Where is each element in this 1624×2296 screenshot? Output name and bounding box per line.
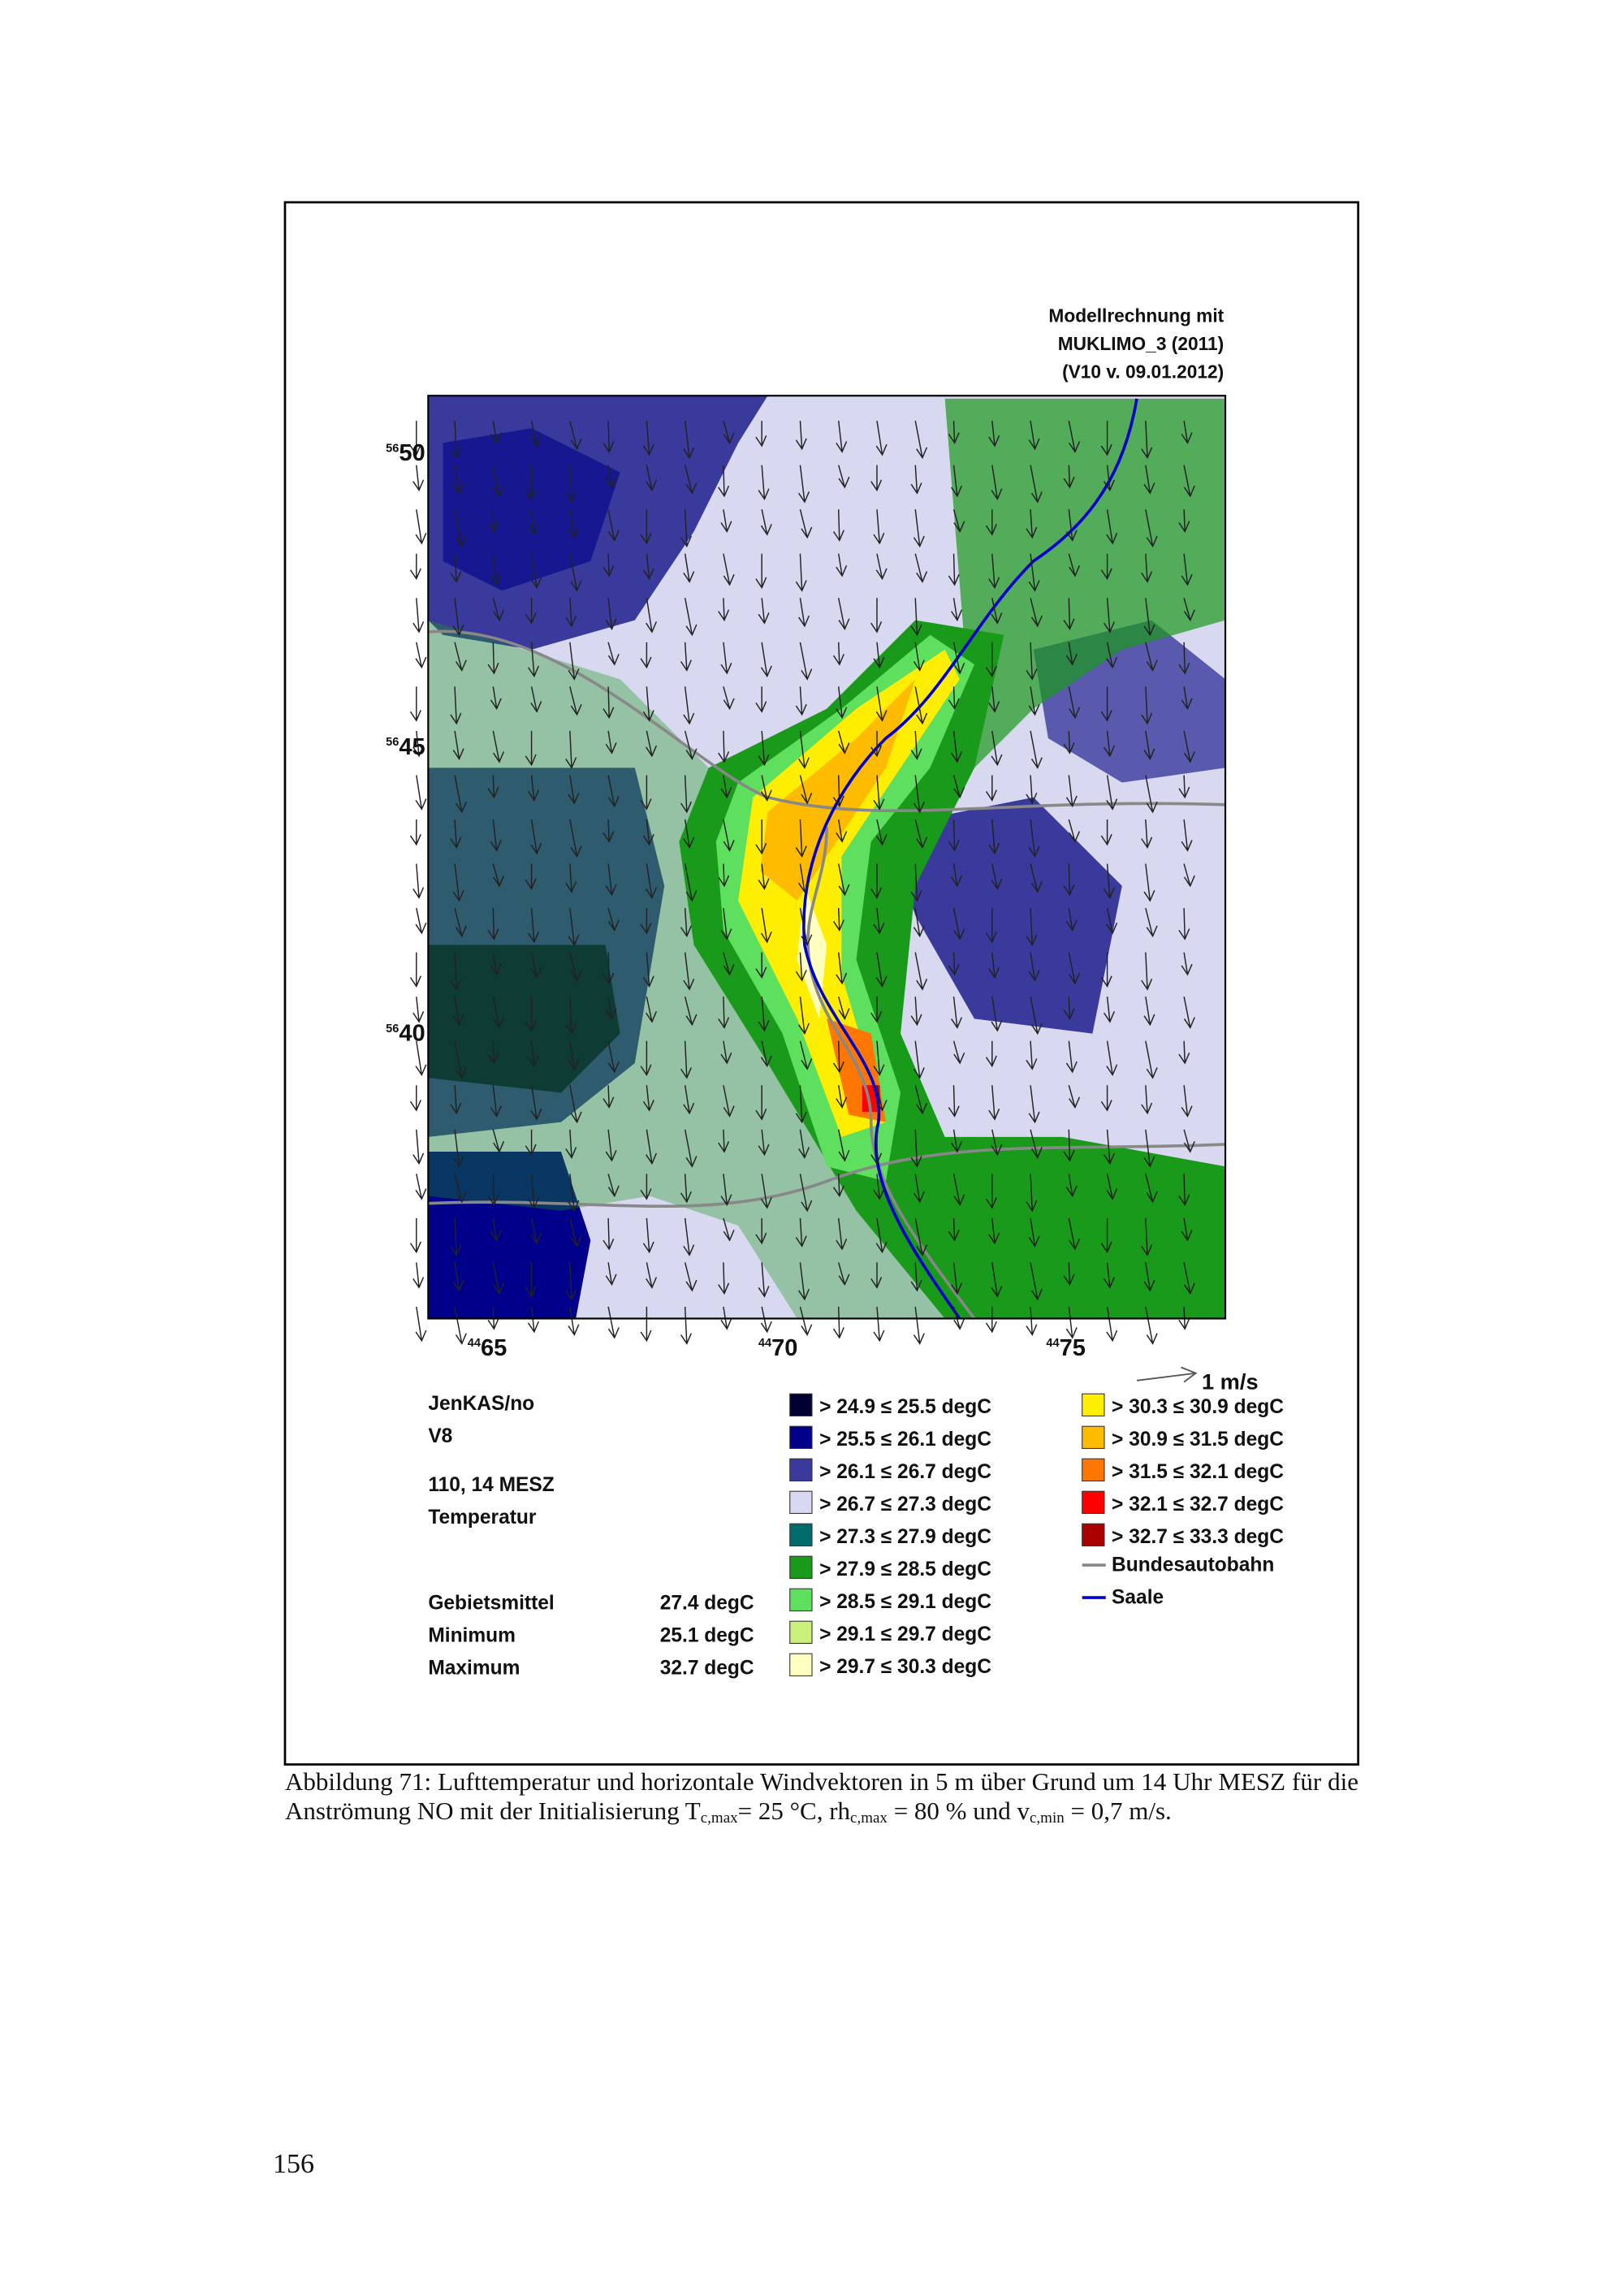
legend-swatch <box>789 1588 813 1611</box>
scale-label: 1 m/s <box>1202 1369 1259 1394</box>
caption-text: = 25 °C, rh <box>737 1797 851 1825</box>
legend-swatch <box>789 1490 813 1515</box>
legend-swatch <box>1082 1523 1105 1546</box>
axis-label-main: 75 <box>1060 1335 1086 1361</box>
legend-label: > 30.9 ≤ 31.5 degC <box>1112 1429 1284 1451</box>
legend-label: > 27.9 ≤ 28.5 degC <box>819 1559 991 1580</box>
legend-swatch <box>789 1620 813 1644</box>
stat-value: 32.7 degC <box>660 1658 754 1680</box>
legend-swatch <box>789 1458 813 1482</box>
axis-label: 5650 <box>386 440 425 466</box>
caption-text: = 0,7 m/s. <box>1064 1797 1172 1825</box>
legend-swatch <box>789 1653 813 1676</box>
info-text: 110, 14 MESZ <box>428 1474 554 1496</box>
legend-label: > 30.3 ≤ 30.9 degC <box>1112 1396 1284 1418</box>
legend-swatch <box>789 1393 813 1417</box>
legend-label: > 28.5 ≤ 29.1 degC <box>819 1591 991 1613</box>
info-text: V8 <box>428 1425 452 1447</box>
legend-swatch <box>789 1523 813 1546</box>
axis-label-prefix: 56 <box>386 736 399 749</box>
legend-label: > 26.1 ≤ 26.7 degC <box>819 1461 991 1483</box>
legend-swatch <box>1082 1458 1105 1482</box>
legend-label: > 32.1 ≤ 32.7 degC <box>1112 1494 1284 1516</box>
legend-label: > 29.1 ≤ 29.7 degC <box>819 1624 991 1645</box>
axis-label: 4465 <box>468 1335 508 1361</box>
legend-label: > 32.7 ≤ 33.3 degC <box>1112 1526 1284 1548</box>
legend-label: Saale <box>1112 1586 1164 1608</box>
caption: Abbildung 71: Lufttemperatur und horizon… <box>285 1767 1358 1833</box>
stat-label: Maximum <box>428 1658 520 1680</box>
legend-label: > 25.5 ≤ 26.1 degC <box>819 1429 991 1451</box>
stat-label: Gebietsmittel <box>428 1593 554 1615</box>
legend-swatch <box>1082 1490 1105 1515</box>
axis-label-prefix: 44 <box>468 1337 481 1350</box>
caption-text: Abbildung 71: Lufttemperatur und horizon… <box>285 1767 1358 1825</box>
info-text: JenKAS/no <box>428 1393 534 1415</box>
legend-label: > 26.7 ≤ 27.3 degC <box>819 1494 991 1516</box>
axis-label-main: 40 <box>399 1021 425 1047</box>
axis-label-main: 45 <box>399 734 425 760</box>
model-note: MUKLIMO_3 (2011) <box>1058 333 1224 354</box>
caption-text: = 80 % und v <box>887 1797 1030 1825</box>
legend-swatch <box>789 1425 813 1450</box>
map <box>409 395 1227 1345</box>
stat-value: 27.4 degC <box>660 1593 754 1615</box>
axis-label: 4475 <box>1046 1335 1086 1361</box>
legend-label: > 29.7 ≤ 30.3 degC <box>819 1656 991 1678</box>
legend-label: > 27.3 ≤ 27.9 degC <box>819 1526 991 1548</box>
caption-subscript: c,max <box>850 1810 888 1827</box>
axis-label-main: 50 <box>399 440 425 466</box>
axis-label: 5640 <box>386 1021 425 1047</box>
caption-subscript: c,min <box>1030 1810 1065 1827</box>
axis-label: 4470 <box>758 1335 798 1361</box>
stat-value: 25.1 degC <box>660 1625 754 1647</box>
stat-label: Minimum <box>428 1625 516 1647</box>
legend-label: > 24.9 ≤ 25.5 degC <box>819 1396 991 1418</box>
model-note: (V10 v. 09.01.2012) <box>1062 361 1224 382</box>
axis-label-prefix: 44 <box>758 1337 771 1350</box>
caption-subscript: c,max <box>700 1810 738 1827</box>
legend-label: > 31.5 ≤ 32.1 degC <box>1112 1461 1284 1483</box>
page-number: 156 <box>273 2149 314 2179</box>
axis-label-main: 65 <box>481 1335 507 1361</box>
info-text: Temperatur <box>428 1507 537 1529</box>
wind-scale <box>1136 1366 1198 1383</box>
axis-label: 5645 <box>386 734 425 760</box>
model-note: Modellrechnung mit <box>1048 305 1224 326</box>
legend-swatch <box>789 1555 813 1579</box>
legend-swatch <box>1082 1393 1105 1417</box>
axis-label-prefix: 56 <box>386 1023 399 1036</box>
legend-label: Bundesautobahn <box>1112 1554 1274 1576</box>
axis-label-prefix: 56 <box>386 442 399 455</box>
axis-label-main: 70 <box>771 1335 797 1361</box>
axis-label-prefix: 44 <box>1046 1337 1059 1350</box>
legend-swatch <box>1082 1425 1105 1450</box>
